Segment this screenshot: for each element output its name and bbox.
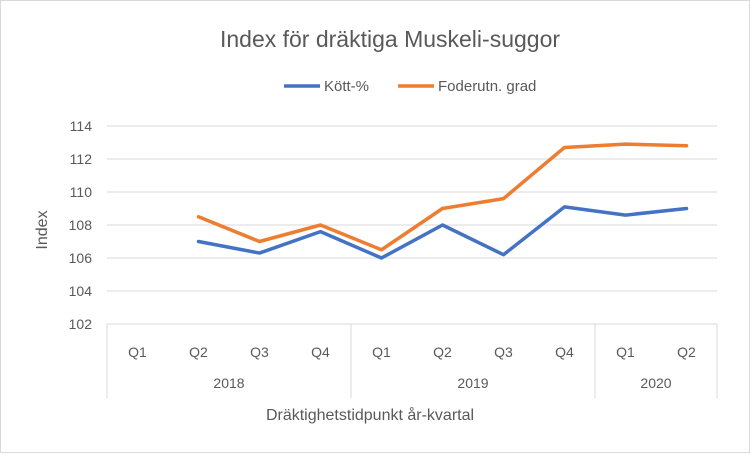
x-tick-label: Q3 xyxy=(494,344,513,360)
chart-title: Index för dräktiga Muskeli-suggor xyxy=(220,26,560,52)
x-axis-label: Dräktighetstidpunkt år-kvartal xyxy=(266,406,474,424)
x-tick-label: Q1 xyxy=(128,344,147,360)
y-tick-label: 102 xyxy=(69,316,93,332)
y-tick-label: 106 xyxy=(69,250,93,266)
x-group-label: 2019 xyxy=(457,375,488,391)
y-tick-label: 110 xyxy=(70,184,93,200)
y-tick-label: 114 xyxy=(70,118,93,134)
y-tick-label: 104 xyxy=(69,283,93,299)
x-tick-label: Q2 xyxy=(433,344,452,360)
x-tick-label: Q1 xyxy=(616,344,635,360)
legend-label: Kött-% xyxy=(324,78,369,95)
x-tick-label: Q2 xyxy=(189,344,208,360)
y-tick-label: 112 xyxy=(70,151,93,167)
x-group-label: 2018 xyxy=(213,375,244,391)
x-tick-label: Q1 xyxy=(372,344,391,360)
x-tick-label: Q4 xyxy=(555,344,574,360)
y-axis-label: Index xyxy=(34,210,51,249)
x-group-label: 2020 xyxy=(640,375,671,391)
x-tick-label: Q4 xyxy=(311,344,330,360)
x-tick-label: Q2 xyxy=(677,344,696,360)
legend-label: Foderutn. grad xyxy=(438,78,536,95)
x-tick-label: Q3 xyxy=(250,344,269,360)
y-tick-label: 108 xyxy=(69,217,93,233)
